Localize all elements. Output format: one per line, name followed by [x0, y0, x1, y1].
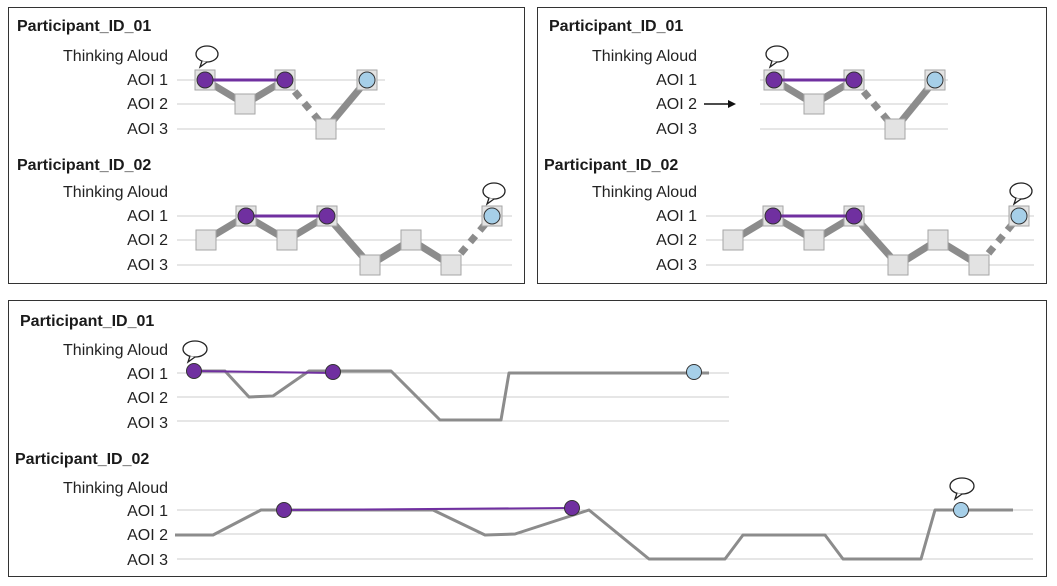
- participant-title: Participant_ID_02: [544, 157, 678, 174]
- participant-title: Participant_ID_01: [549, 18, 683, 35]
- row-label-aoi-2: AOI 2: [656, 232, 697, 249]
- participant-title: Participant_ID_01: [17, 18, 151, 35]
- light-blue-fixation-marker: [926, 71, 944, 89]
- row-label-thinking-aloud: Thinking Aloud: [592, 48, 697, 65]
- row-label-aoi-1: AOI 1: [127, 503, 168, 520]
- aoi-square: [722, 229, 744, 251]
- row-label-aoi-2: AOI 2: [127, 232, 168, 249]
- aoi-square: [400, 229, 422, 251]
- aoi-square: [276, 229, 298, 251]
- thinking-aloud-span: [283, 507, 573, 511]
- panel-top-left: Participant_ID_01 Thinking Aloud AOI 1 A…: [8, 7, 525, 284]
- speech-bubble-icon: [1009, 182, 1033, 206]
- row-label-thinking-aloud: Thinking Aloud: [63, 342, 168, 359]
- row-label-aoi-2: AOI 2: [656, 96, 697, 113]
- scanpath-line: [194, 369, 709, 422]
- row-label-aoi-3: AOI 3: [656, 121, 697, 138]
- row-label-aoi-1: AOI 1: [656, 208, 697, 225]
- speech-bubble-icon: [765, 45, 789, 69]
- row-label-aoi-3: AOI 3: [127, 552, 168, 569]
- scanpath-dashed-segment: [448, 213, 495, 268]
- aoi-square: [440, 254, 462, 276]
- aoi-square: [315, 118, 337, 140]
- participant-title: Participant_ID_02: [17, 157, 151, 174]
- row-label-aoi-1: AOI 1: [656, 72, 697, 89]
- row-label-aoi-1: AOI 1: [127, 366, 168, 383]
- row-label-thinking-aloud: Thinking Aloud: [592, 184, 697, 201]
- speech-bubble-icon: [949, 477, 975, 501]
- row-label-aoi-2: AOI 2: [127, 390, 168, 407]
- light-blue-fixation-marker: [953, 502, 969, 518]
- purple-fixation-marker: [237, 207, 255, 225]
- aoi-square: [887, 254, 909, 276]
- right-arrow-icon: [704, 100, 736, 108]
- row-label-thinking-aloud: Thinking Aloud: [63, 480, 168, 497]
- row-label-aoi-2: AOI 2: [127, 96, 168, 113]
- light-blue-fixation-marker: [358, 71, 376, 89]
- aoi-square: [968, 254, 990, 276]
- row-label-aoi-1: AOI 1: [127, 208, 168, 225]
- diagram-bottom: Participant_ID_01 Thinking Aloud AOI 1 A…: [15, 313, 1033, 569]
- panel-top-right: Participant_ID_01 Thinking Aloud AOI 1 A…: [537, 7, 1047, 284]
- purple-fixation-marker: [318, 207, 336, 225]
- row-label-aoi-3: AOI 3: [127, 121, 168, 138]
- thinking-aloud-span: [193, 370, 334, 374]
- purple-fixation-marker: [186, 363, 202, 379]
- aoi-square: [234, 93, 256, 115]
- panel-bottom: Participant_ID_01 Thinking Aloud AOI 1 A…: [8, 300, 1047, 577]
- row-label-aoi-3: AOI 3: [127, 257, 168, 274]
- participant-title: Participant_ID_01: [20, 313, 154, 330]
- aoi-square: [803, 93, 825, 115]
- aoi-square: [803, 229, 825, 251]
- row-label-thinking-aloud: Thinking Aloud: [63, 184, 168, 201]
- purple-fixation-marker: [764, 207, 782, 225]
- purple-fixation-marker: [325, 364, 341, 380]
- purple-fixation-marker: [564, 500, 580, 516]
- purple-fixation-marker: [845, 207, 863, 225]
- diagram-top-left: Participant_ID_01 Thinking Aloud AOI 1 A…: [17, 18, 512, 276]
- light-blue-fixation-marker: [483, 207, 501, 225]
- scanpath-dashed-segment: [282, 77, 329, 132]
- purple-fixation-marker: [196, 71, 214, 89]
- purple-fixation-marker: [276, 502, 292, 518]
- purple-fixation-marker: [765, 71, 783, 89]
- diagram-top-right: Participant_ID_01 Thinking Aloud AOI 1 A…: [544, 18, 1034, 276]
- row-label-aoi-2: AOI 2: [127, 527, 168, 544]
- purple-fixation-marker: [845, 71, 863, 89]
- row-label-aoi-1: AOI 1: [127, 72, 168, 89]
- light-blue-fixation-marker: [686, 364, 702, 380]
- aoi-square: [359, 254, 381, 276]
- row-label-thinking-aloud: Thinking Aloud: [63, 48, 168, 65]
- light-blue-fixation-marker: [1010, 207, 1028, 225]
- purple-fixation-marker: [276, 71, 294, 89]
- scanpath-dashed-segment: [851, 77, 898, 132]
- row-label-aoi-3: AOI 3: [127, 415, 168, 432]
- aoi-square: [884, 118, 906, 140]
- row-label-aoi-3: AOI 3: [656, 257, 697, 274]
- participant-title: Participant_ID_02: [15, 451, 149, 468]
- speech-bubble-icon: [195, 45, 219, 69]
- aoi-square: [927, 229, 949, 251]
- speech-bubble-icon: [182, 340, 208, 364]
- speech-bubble-icon: [482, 182, 506, 206]
- aoi-square: [195, 229, 217, 251]
